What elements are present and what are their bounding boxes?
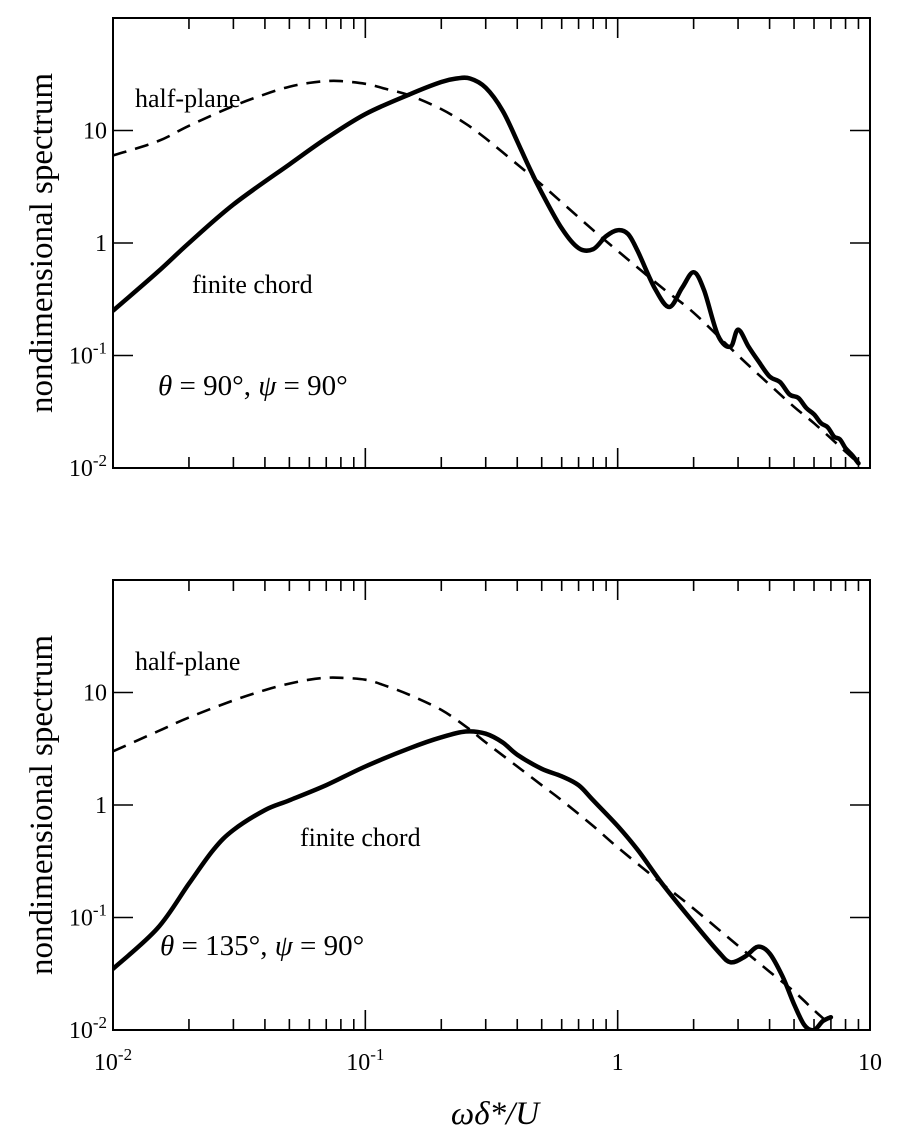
y-tick-label: 10-2 — [69, 1013, 107, 1044]
finite-chord-series-line — [113, 731, 831, 1030]
y-axis-title: nondimensional spectrum — [24, 73, 60, 413]
x-tick-label: 10-1 — [346, 1045, 384, 1076]
finite-chord-label: finite chord — [300, 823, 421, 852]
y-tick-label: 10 — [83, 119, 107, 145]
y-axis-title: nondimensional spectrum — [24, 635, 60, 975]
x-tick-label: 10 — [858, 1050, 882, 1076]
top-panel: 10-2 10-1 1 10 nondimensional spectrum half-p… — [24, 18, 870, 482]
y-tick-label: 1 — [95, 793, 107, 819]
finite-chord-label: finite chord — [192, 270, 313, 299]
x-tick-label: 10-2 — [94, 1045, 132, 1076]
angle-annotation: θ = 90°, ψ = 90° — [158, 370, 348, 402]
angle-annotation: θ = 135°, ψ = 90° — [160, 930, 364, 962]
half-plane-label: half-plane — [135, 84, 240, 113]
y-tick-label: 10-2 — [69, 451, 107, 482]
y-tick-label: 10-1 — [69, 901, 107, 932]
x-axis-title: ωδ*/U — [451, 1096, 541, 1132]
y-tick-label: 10 — [83, 681, 107, 707]
y-tick-label: 10-1 — [69, 339, 107, 370]
x-tick-label: 1 — [612, 1050, 624, 1076]
half-plane-label: half-plane — [135, 647, 240, 676]
bottom-panel: 10-2 10-1 1 10 10-2 10-1 1 10 nondimensional spe… — [24, 580, 882, 1132]
y-tick-label: 1 — [95, 231, 107, 257]
